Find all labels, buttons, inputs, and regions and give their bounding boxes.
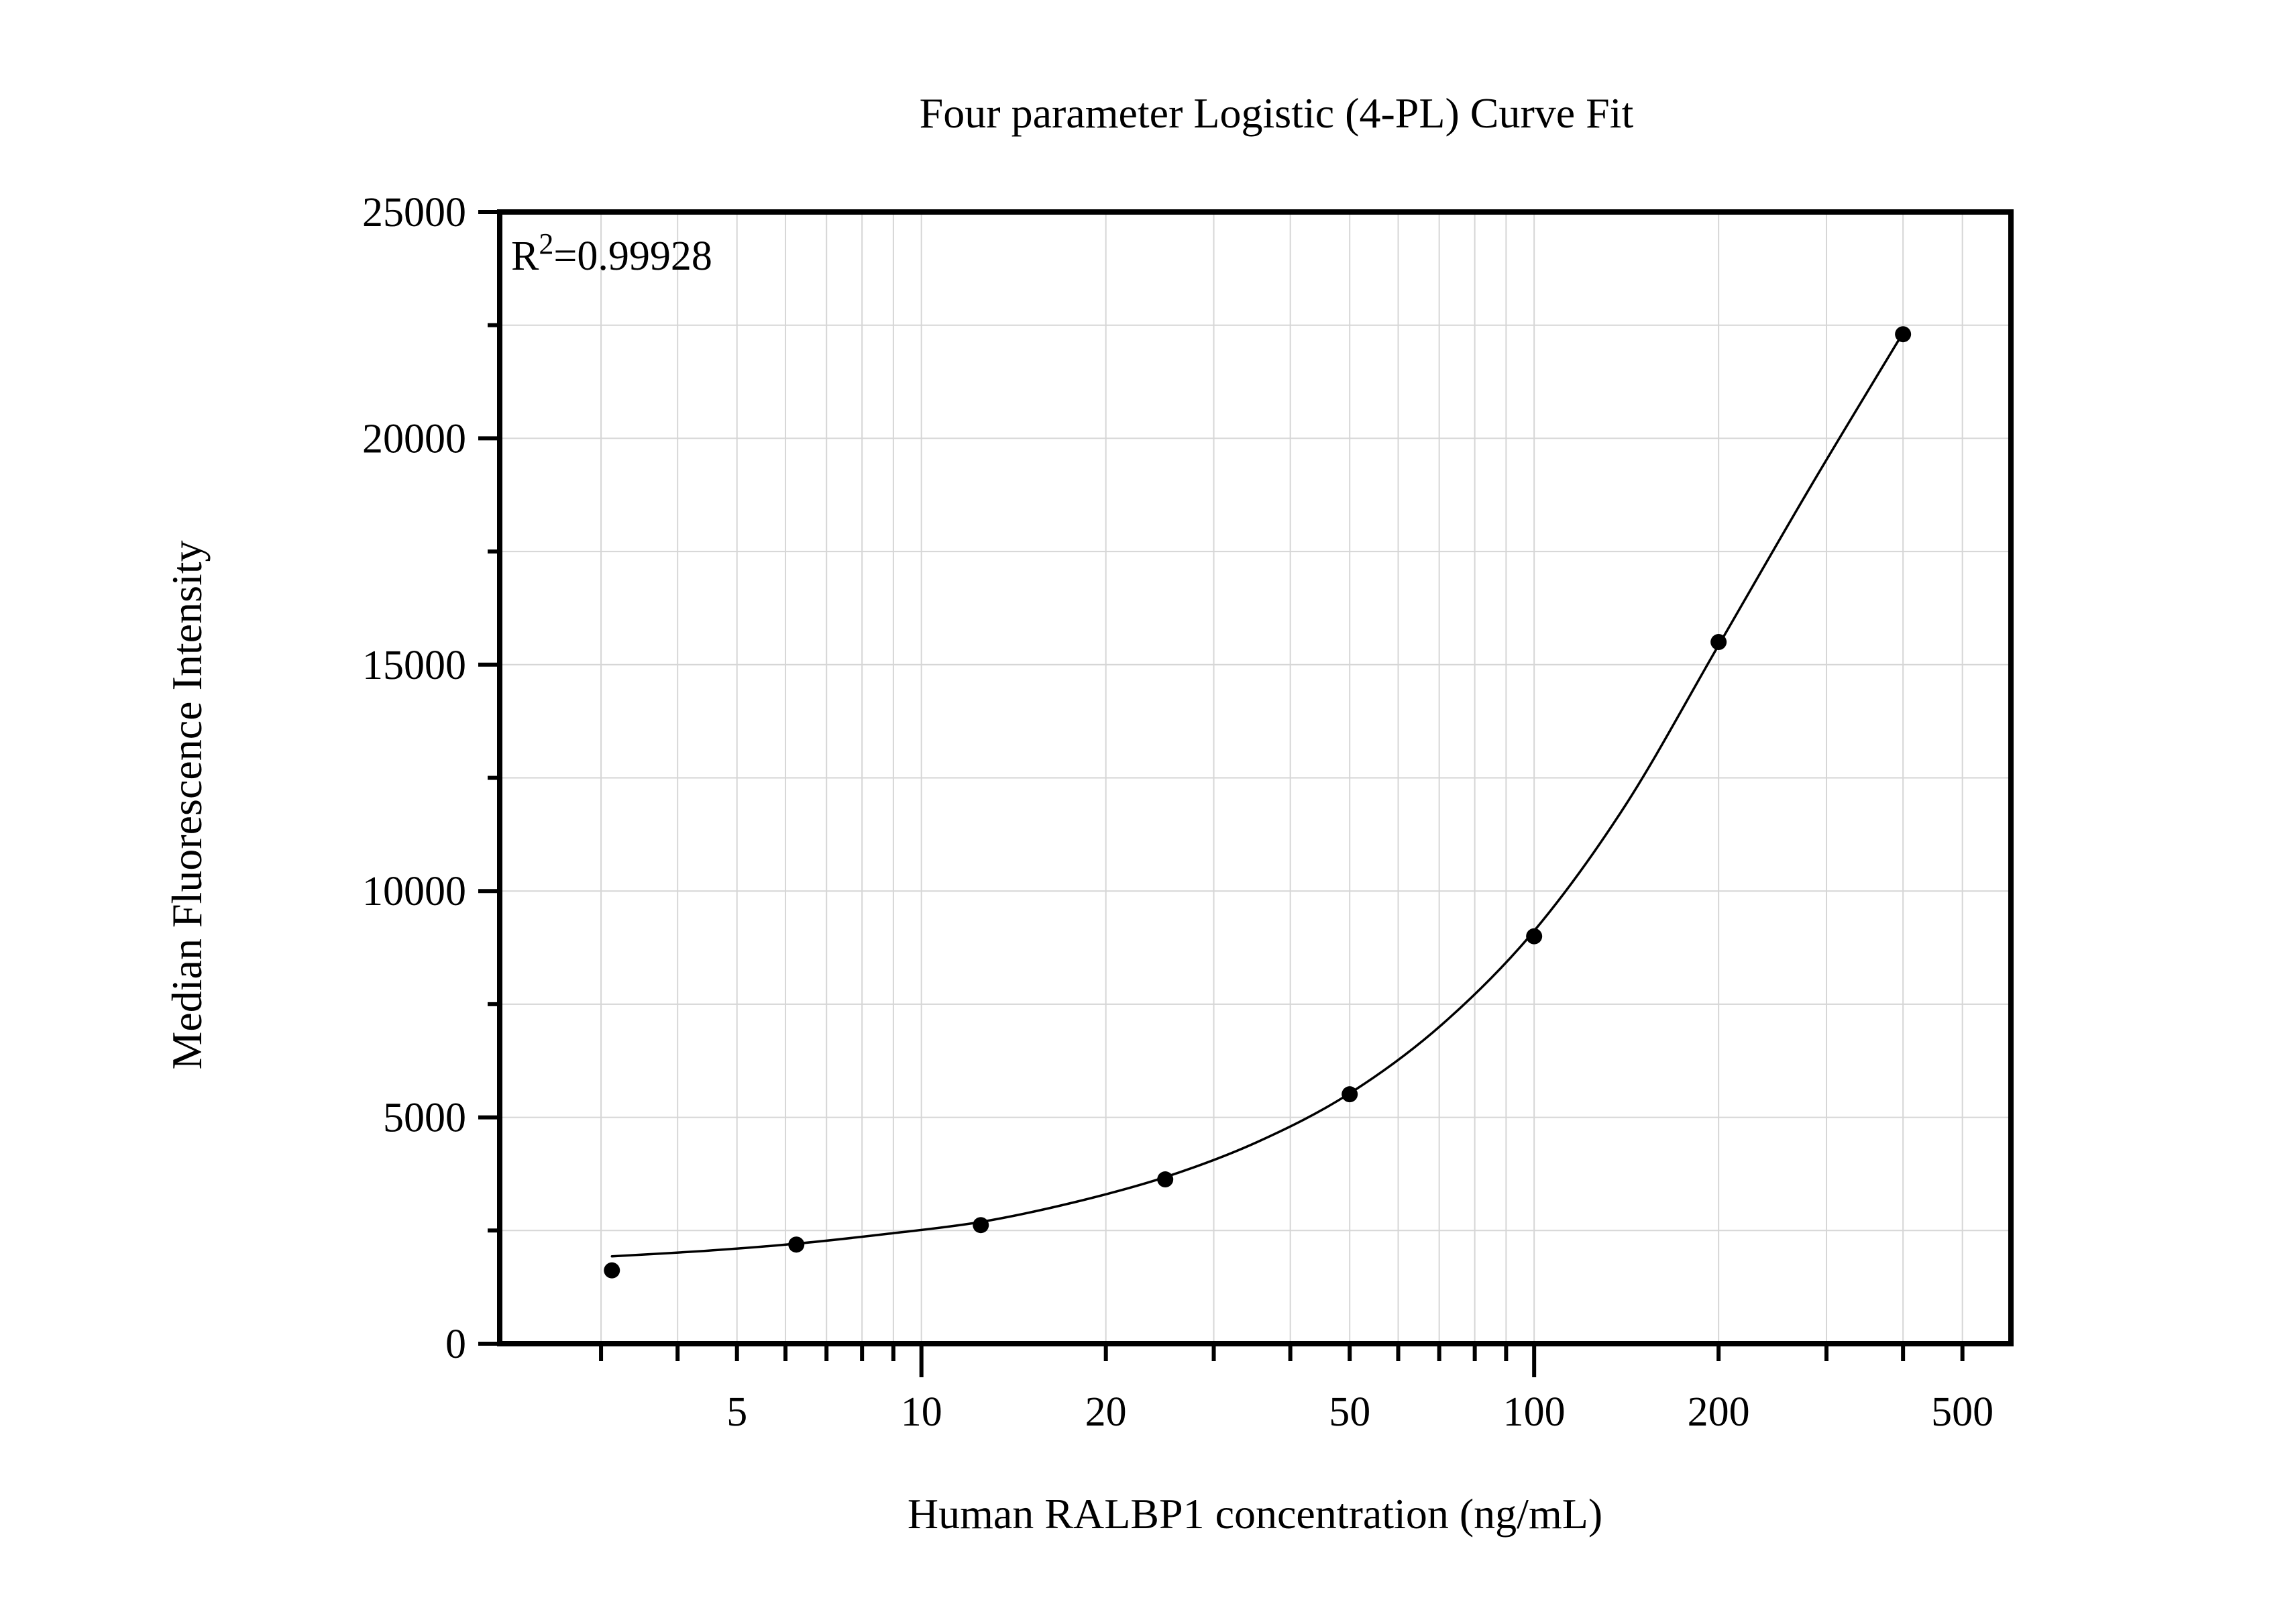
x-tick-label: 100	[1503, 1389, 1566, 1435]
x-tick-label: 10	[901, 1389, 942, 1435]
data-point	[1710, 634, 1727, 651]
x-tick-label: 20	[1085, 1389, 1127, 1435]
chart-title: Four parameter Logistic (4-PL) Curve Fit	[920, 89, 1634, 137]
data-point	[1157, 1171, 1174, 1188]
x-tick-label: 50	[1329, 1389, 1370, 1435]
y-tick-label: 20000	[362, 416, 466, 462]
data-point	[788, 1236, 805, 1253]
y-tick-label: 15000	[362, 643, 466, 688]
data-point	[1526, 928, 1543, 945]
y-axis-label: Median Fluorescence Intensity	[163, 540, 211, 1069]
y-tick-label: 5000	[383, 1095, 466, 1141]
x-tick-labels: 5 10 20 50 100 200 500	[726, 1389, 1993, 1435]
y-tick-labels: 0 5000 10000 15000 20000 25000	[362, 190, 466, 1367]
data-point	[604, 1262, 620, 1279]
x-tick-label: 500	[1931, 1389, 1993, 1435]
x-axis-label: Human RALBP1 concentration (ng/mL)	[908, 1490, 1602, 1538]
data-point	[1895, 326, 1912, 343]
y-tick-label: 0	[445, 1322, 466, 1367]
data-points	[604, 326, 1912, 1279]
x-tick-label: 5	[726, 1389, 747, 1435]
x-tick-label: 200	[1688, 1389, 1750, 1435]
plot-frame	[497, 209, 2014, 1346]
r-squared-annotation: R2=0.99928	[511, 227, 712, 279]
y-tick-label: 25000	[362, 190, 466, 235]
y-tick-label: 10000	[362, 869, 466, 914]
axis-ticks	[478, 210, 1965, 1377]
data-point	[1342, 1086, 1358, 1103]
gridlines	[500, 212, 2011, 1344]
data-point	[973, 1217, 989, 1234]
